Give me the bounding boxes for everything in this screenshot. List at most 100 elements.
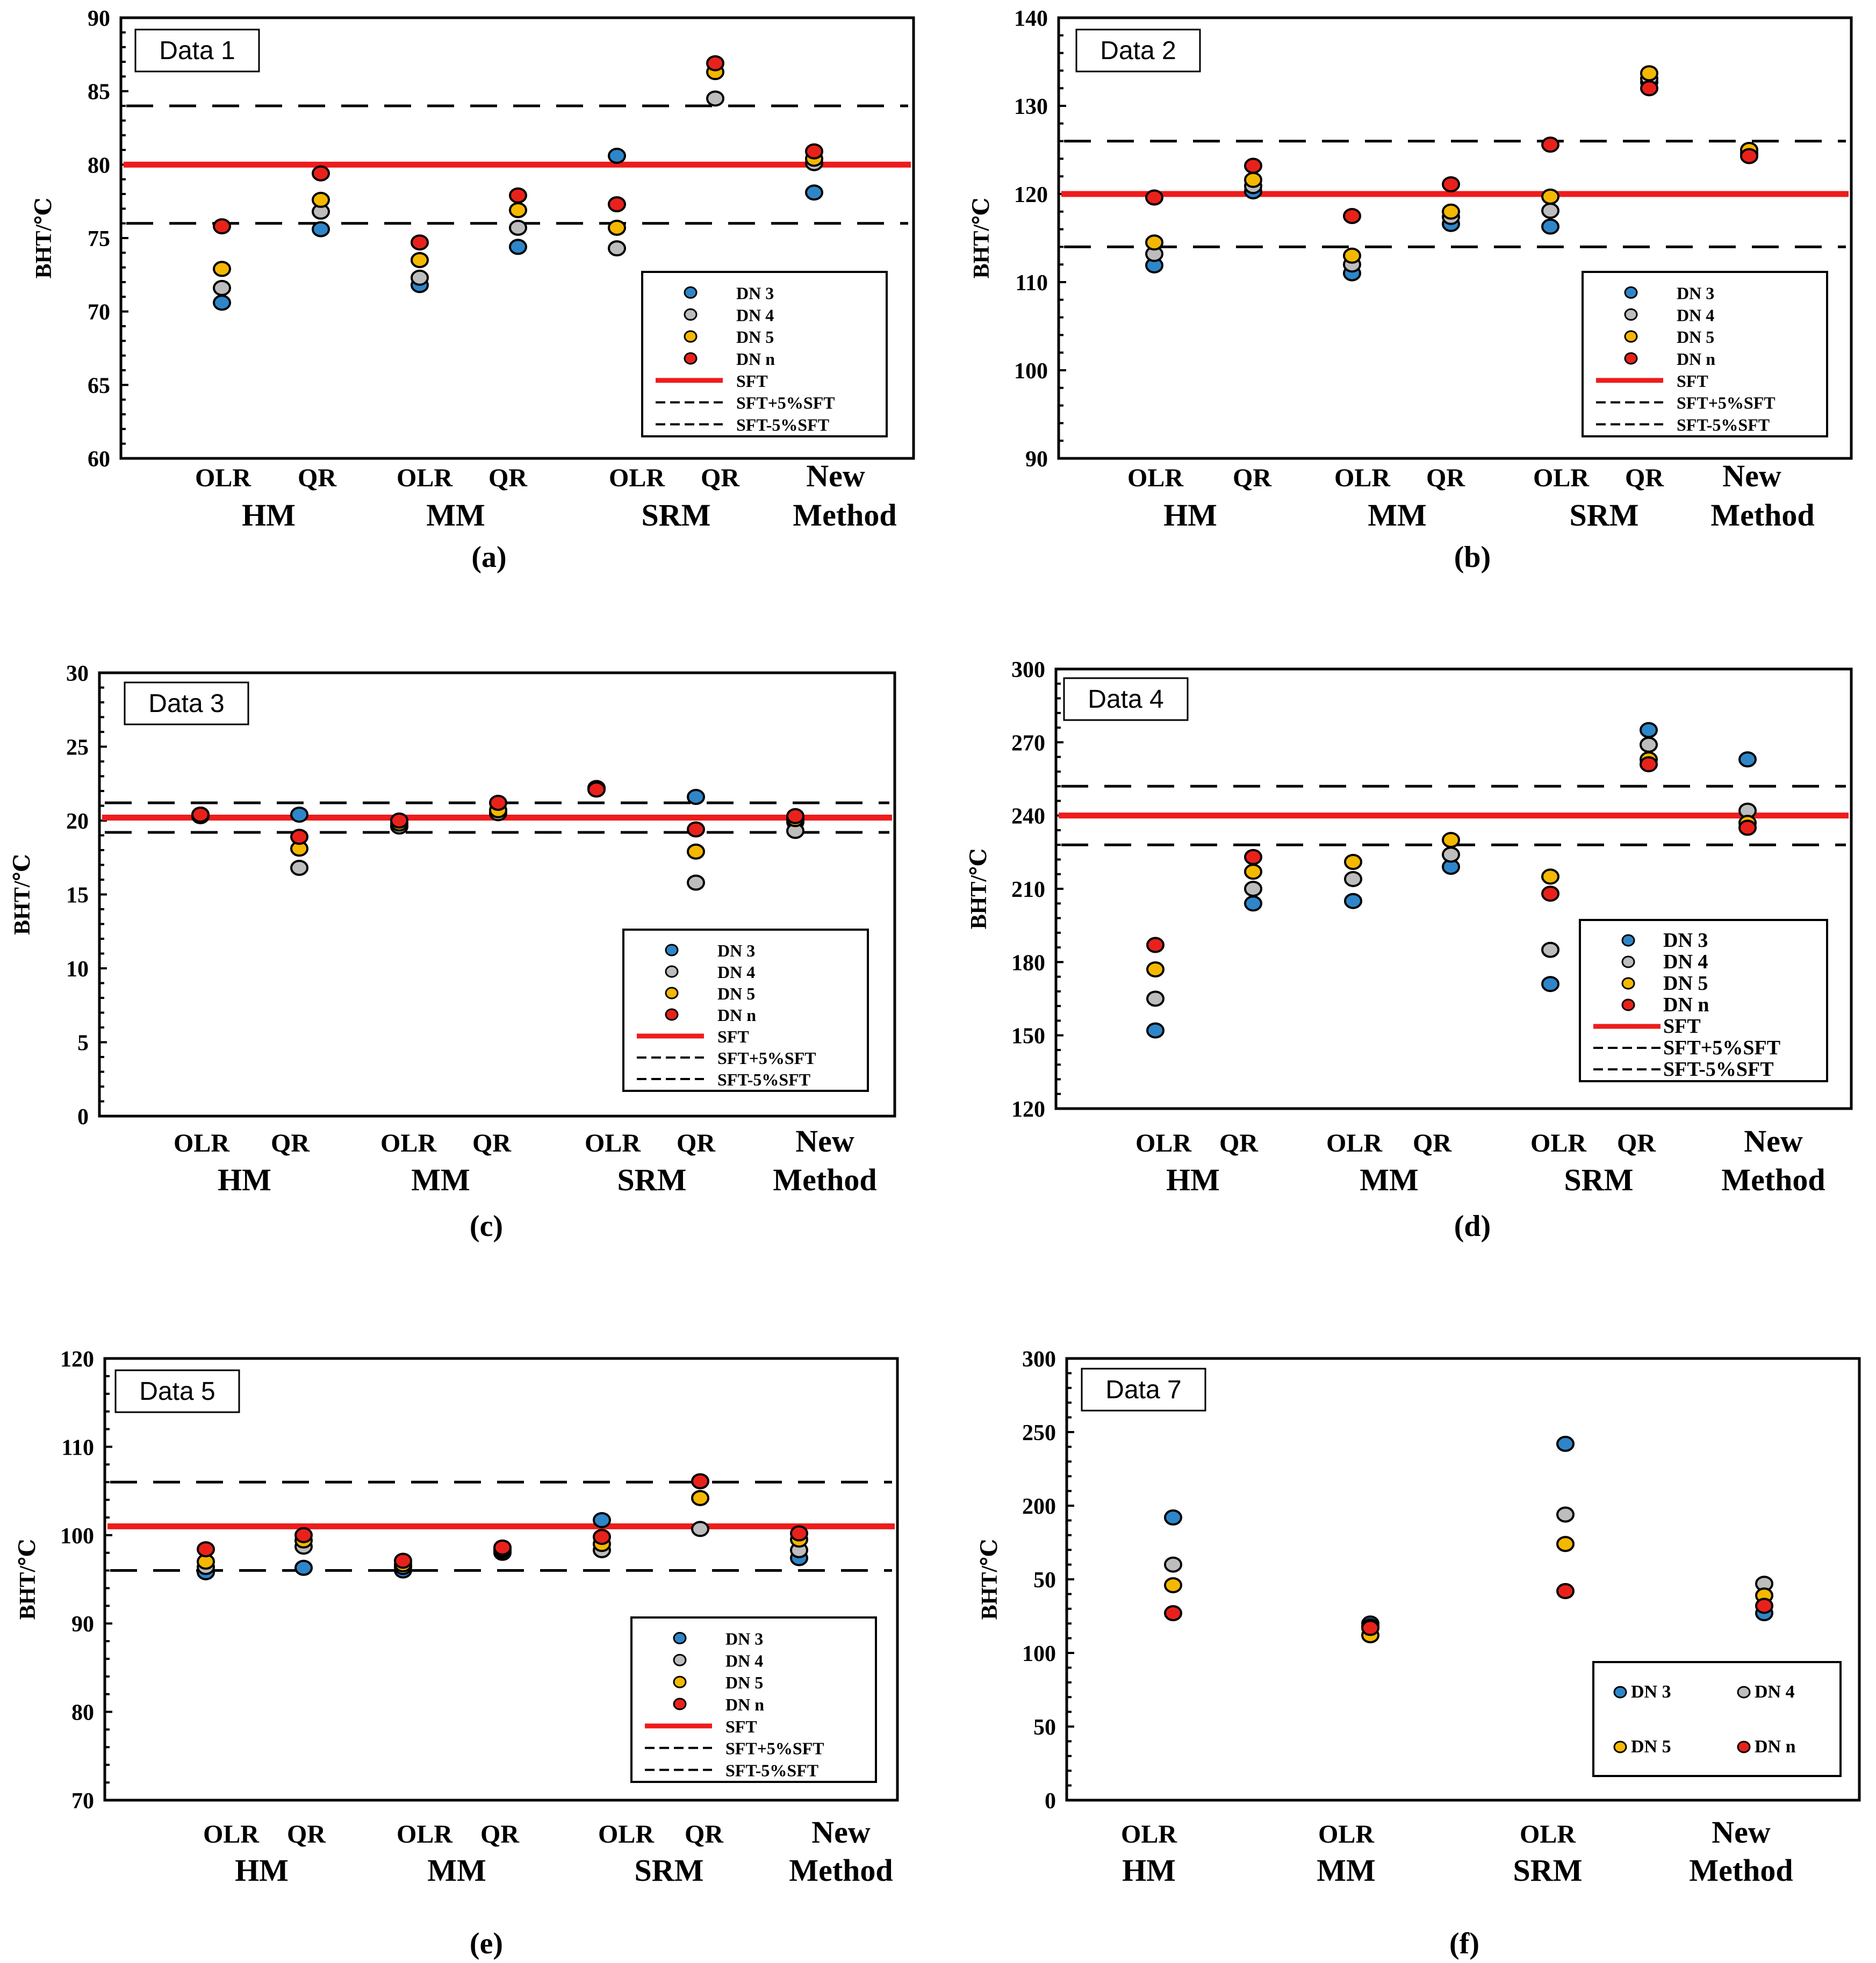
point-dn-n <box>1640 756 1658 773</box>
point-dn-n <box>1343 208 1361 224</box>
legend-marker <box>1613 1741 1627 1753</box>
point-dn-3 <box>687 789 705 805</box>
panel-label: (b) <box>1454 541 1491 574</box>
legend-entry: SFT-5%SFT <box>1663 1058 1774 1081</box>
y-tick-label: 110 <box>61 1435 94 1460</box>
chart-title: Data 5 <box>139 1377 215 1406</box>
y-tick-label: 70 <box>71 1789 94 1814</box>
legend-marker <box>1613 1686 1627 1699</box>
point-dn-n <box>1740 148 1758 164</box>
title-box <box>1063 677 1189 721</box>
legend-marker <box>673 1653 687 1666</box>
legend-entry: SFT+5%SFT <box>717 1048 816 1068</box>
point-dn-4 <box>691 1521 709 1537</box>
panel-label: (f) <box>1449 1927 1479 1960</box>
point-dn-n <box>312 165 330 182</box>
point-dn-n <box>191 807 210 823</box>
point-dn-5 <box>213 261 231 277</box>
point-dn-5 <box>1442 203 1460 220</box>
point-dn-4 <box>1244 881 1262 897</box>
y-axis-label: BHT/℃ <box>16 1539 40 1620</box>
y-tick-label: 240 <box>1011 804 1045 829</box>
legend-box <box>641 271 888 437</box>
legend-entry: DN 3 <box>1631 1682 1671 1702</box>
y-tick-label: 150 <box>1011 1024 1045 1049</box>
point-dn-n <box>197 1541 215 1558</box>
y-tick-label: 100 <box>1022 1642 1056 1666</box>
point-dn-n <box>1145 189 1163 206</box>
legend-entry: SFT <box>725 1717 757 1736</box>
legend-entry: SFT-5%SFT <box>717 1070 810 1089</box>
x-label-group: MM <box>427 1853 486 1888</box>
point-dn-n <box>1640 80 1658 97</box>
point-dn-4 <box>1344 871 1362 887</box>
legend-entry: SFT-5%SFT <box>736 415 829 435</box>
point-dn-3 <box>1146 1022 1165 1039</box>
panel-label: (d) <box>1454 1210 1491 1243</box>
title-box <box>114 1369 240 1413</box>
legend-entry: DN n <box>725 1695 764 1714</box>
y-tick-label: 100 <box>1014 359 1048 384</box>
x-label-top: QR <box>271 1129 310 1157</box>
legend-marker <box>1737 1741 1751 1753</box>
x-label-group: Method <box>793 498 896 533</box>
point-dn-4 <box>213 279 231 296</box>
legend-entry: SFT+5%SFT <box>1677 393 1776 413</box>
x-label-group: MM <box>1368 498 1427 533</box>
x-label-top: New <box>1712 1815 1771 1850</box>
y-tick-label: 25 <box>66 736 89 760</box>
x-label-top: QR <box>298 464 337 492</box>
title-box <box>134 28 260 73</box>
point-dn-n <box>786 808 804 824</box>
point-dn-4 <box>1146 990 1165 1007</box>
y-tick-label: 120 <box>60 1347 94 1372</box>
legend-entry: DN 5 <box>1663 972 1708 995</box>
legend-entry: SFT-5%SFT <box>725 1761 818 1780</box>
y-tick-label: 90 <box>71 1612 94 1637</box>
x-label-top: QR <box>472 1129 512 1157</box>
legend-entry: DN 4 <box>1677 305 1714 325</box>
point-dn-5 <box>1442 832 1460 849</box>
legend-marker <box>1624 330 1638 343</box>
x-label-top: OLR <box>397 464 453 492</box>
point-dn-5 <box>1541 188 1559 205</box>
legend-box <box>1582 271 1828 437</box>
point-dn-n <box>706 55 724 71</box>
legend-box <box>1592 1661 1842 1777</box>
legend-entry: SFT <box>736 371 768 391</box>
point-dn-3 <box>1541 976 1559 993</box>
chart-title: Data 3 <box>148 689 224 718</box>
x-label-top: New <box>811 1815 871 1850</box>
panel-1: 60 65 70 75 80 85 90 BHT/℃ Data 1 DN 3DN 4DN 5DN … <box>32 6 915 574</box>
legend-entry: DN 3 <box>1663 929 1708 952</box>
point-dn-n <box>294 1527 313 1543</box>
point-dn-5 <box>687 843 705 860</box>
legend-entry: DN 5 <box>736 327 774 347</box>
point-dn-3 <box>1344 893 1362 909</box>
legend-entry: DN 5 <box>717 984 755 1003</box>
y-tick-label: 80 <box>71 1701 94 1725</box>
x-label-top: OLR <box>1135 1129 1192 1157</box>
x-label-top: QR <box>1625 464 1664 492</box>
chart-title: Data 4 <box>1088 685 1163 714</box>
x-label-top: OLR <box>1530 1129 1587 1157</box>
legend: DN 3 DN 4 DN 5 DN n <box>1592 1661 1842 1777</box>
x-label-group: Method <box>1710 498 1814 533</box>
x-label-top: QR <box>1219 1129 1259 1157</box>
x-label-group: SRM <box>1513 1853 1583 1888</box>
panel-6: 0 50 100 50 200 250 300 BHT/℃ Data 7 DN 3 DN 4 DN 5… <box>977 1347 1861 1960</box>
legend-marker <box>1624 308 1638 321</box>
point-dn-5 <box>1343 247 1361 264</box>
title-box <box>1081 1368 1206 1412</box>
legend-marker <box>684 330 698 343</box>
panel-label: (e) <box>470 1927 503 1960</box>
x-label-top: QR <box>287 1820 326 1849</box>
legend: DN 3 DN 4 DN 5 DN n SFT SFT+5%SFT SFT-5%SFT <box>630 1616 877 1783</box>
legend-entry: DN 4 <box>736 305 774 325</box>
y-tick-label: 300 <box>1022 1347 1056 1372</box>
legend-entry: SFT <box>717 1027 749 1046</box>
point-dn-3 <box>608 147 626 164</box>
x-label-group: Method <box>773 1162 876 1197</box>
point-dn-n <box>608 196 626 213</box>
x-label-group: MM <box>411 1162 470 1197</box>
